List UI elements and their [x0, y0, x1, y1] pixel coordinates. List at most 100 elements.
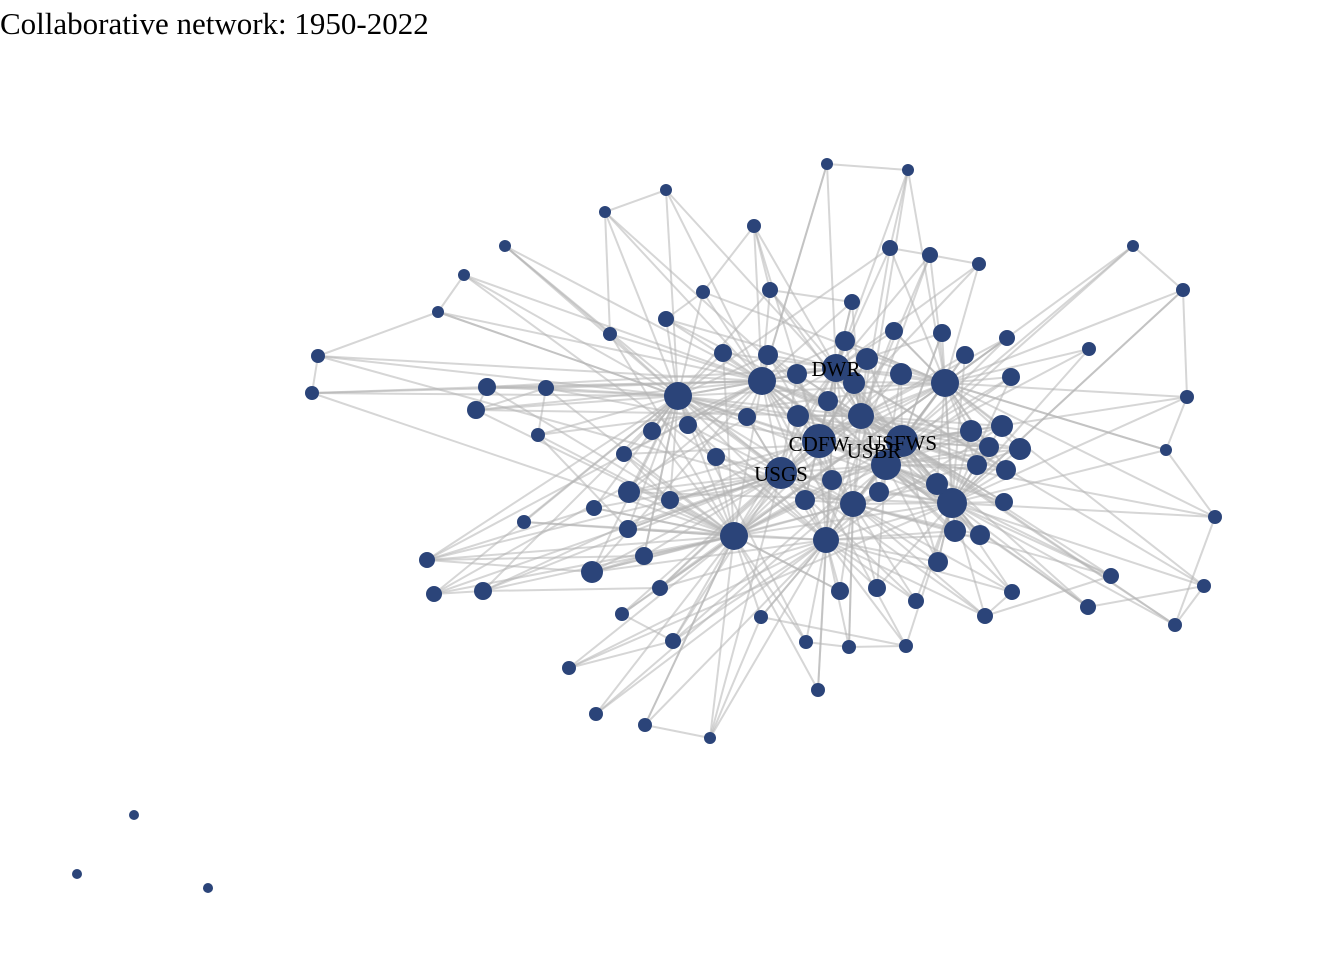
network-node — [922, 247, 938, 263]
network-edge — [1132, 245, 1184, 291]
network-edge — [944, 382, 1216, 518]
network-edge — [437, 311, 679, 397]
network-node — [795, 490, 815, 510]
network-edge — [805, 641, 850, 648]
network-node — [615, 607, 629, 621]
network-edge — [644, 539, 827, 726]
network-edge — [623, 453, 671, 501]
network-edge — [733, 535, 819, 691]
network-node — [1180, 390, 1194, 404]
network-node — [581, 561, 603, 583]
network-node — [704, 732, 716, 744]
network-edge — [753, 225, 771, 291]
network-node — [660, 184, 672, 196]
network-edge — [1174, 516, 1216, 626]
network-edge — [677, 289, 771, 397]
network-edge — [504, 245, 611, 335]
network-edge — [852, 169, 909, 505]
network-node — [754, 610, 768, 624]
network-edge — [628, 491, 735, 537]
network-node — [679, 416, 697, 434]
network-node — [758, 345, 778, 365]
network-edge — [317, 311, 439, 357]
network-node — [714, 344, 732, 362]
network-node — [619, 520, 637, 538]
network-node — [467, 401, 485, 419]
network-edge — [1087, 585, 1205, 608]
network-edge — [951, 289, 1184, 504]
label-usbr: USBR — [847, 439, 902, 463]
network-edge — [848, 503, 854, 648]
network-edge — [901, 440, 1007, 471]
network-node — [748, 367, 776, 395]
network-edge — [545, 387, 679, 397]
edge-layer — [311, 163, 1216, 739]
network-node — [944, 520, 966, 542]
network-edge — [644, 535, 735, 726]
network-node — [305, 386, 319, 400]
network-node — [787, 364, 807, 384]
network-node — [999, 330, 1015, 346]
network-node — [1009, 438, 1031, 460]
network-node — [822, 354, 850, 382]
network-edge — [311, 386, 488, 394]
network-edge — [677, 395, 986, 617]
network-edge — [1182, 289, 1188, 398]
network-edge — [761, 380, 1089, 608]
network-edge — [677, 395, 827, 541]
network-edge — [852, 503, 986, 617]
network-node — [933, 324, 951, 342]
network-node — [1002, 368, 1020, 386]
network-edge — [475, 409, 735, 537]
network-node — [738, 408, 756, 426]
network-edge — [709, 472, 782, 739]
network-edge — [760, 616, 907, 647]
network-edge — [437, 311, 763, 382]
network-node — [802, 424, 836, 458]
network-edge — [604, 211, 679, 397]
label-cdfw: CDFW — [789, 432, 850, 456]
network-node — [478, 378, 496, 396]
network-edge — [568, 535, 735, 669]
network-edge — [644, 724, 711, 739]
network-node — [844, 294, 860, 310]
network-node — [517, 515, 531, 529]
network-edge — [769, 289, 853, 303]
network-edge — [437, 274, 465, 313]
network-edge — [537, 395, 679, 436]
network-node — [931, 369, 959, 397]
network-edge — [651, 380, 763, 432]
network-node — [926, 473, 948, 495]
network-node — [586, 500, 602, 516]
network-node — [616, 446, 632, 462]
network-node — [762, 282, 778, 298]
network-node — [665, 633, 681, 649]
network-edge — [889, 247, 946, 384]
network-node — [871, 450, 901, 480]
network-edge — [901, 440, 1089, 608]
network-node — [538, 380, 554, 396]
network-node — [818, 391, 838, 411]
network-edge — [628, 472, 782, 493]
network-edge — [621, 382, 946, 615]
network-node — [531, 428, 545, 442]
network-edge — [672, 472, 782, 642]
network-edge — [722, 352, 735, 537]
node-layer — [72, 158, 1222, 893]
network-node — [652, 580, 668, 596]
network-edge — [984, 575, 1112, 617]
network-edge — [426, 472, 782, 561]
network-edge — [475, 395, 679, 411]
network-edge — [433, 395, 679, 595]
network-edge — [852, 503, 939, 563]
network-node — [1082, 342, 1096, 356]
network-edge — [628, 491, 953, 504]
network-node — [720, 522, 748, 550]
network-edge — [311, 392, 735, 537]
network-edge — [944, 263, 980, 384]
network-edge — [486, 386, 547, 389]
network-edge — [852, 503, 878, 589]
network-edge — [733, 535, 841, 592]
network-edge — [797, 415, 903, 442]
